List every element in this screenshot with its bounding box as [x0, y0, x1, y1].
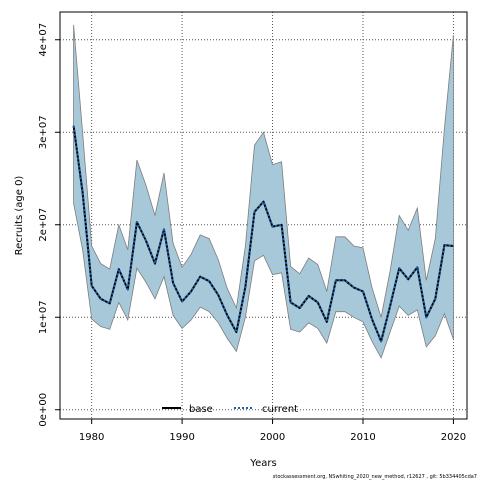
x-axis: 1980 1990 2000 2010 2020 [79, 419, 466, 443]
y-axis-label: Recruits (age 0) [14, 176, 25, 256]
series-lines [72, 125, 454, 343]
x-tick-label: 2020 [441, 432, 466, 443]
x-tick-label: 1980 [79, 432, 104, 443]
y-tick-label: 2e+07 [38, 208, 49, 242]
legend: base current [162, 404, 298, 415]
plot-frame [59, 11, 468, 420]
y-tick-label: 0e+00 [38, 393, 49, 427]
confidence-band-area [73, 24, 454, 359]
y-tick-label: 1e+07 [38, 300, 49, 334]
legend-label-current: current [262, 404, 298, 415]
y-axis: 0e+00 1e+07 2e+07 3e+07 4e+07 [38, 23, 60, 427]
x-tick-label: 1990 [169, 432, 194, 443]
x-axis-label: Years [249, 458, 276, 469]
series-line-current [72, 125, 454, 343]
y-tick-label: 4e+07 [38, 23, 49, 57]
x-tick-label: 2000 [260, 432, 285, 443]
x-tick-label: 2010 [350, 432, 375, 443]
y-tick-label: 3e+07 [38, 115, 49, 149]
footnote: stockassessment.org, NSwhiting_2020_new_… [273, 474, 477, 480]
legend-label-base: base [189, 404, 213, 415]
confidence-band [73, 24, 454, 359]
